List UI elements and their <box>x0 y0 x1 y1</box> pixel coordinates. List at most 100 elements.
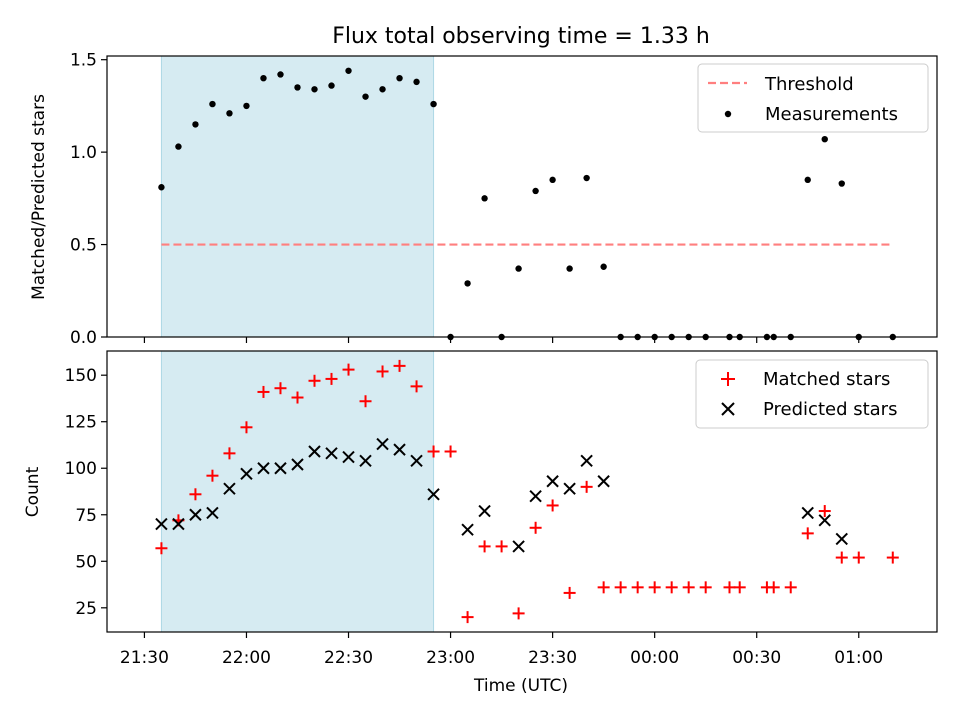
predicted-marker-stroke <box>342 450 355 464</box>
predicted-marker-stroke <box>597 475 610 488</box>
predicted-star-marker <box>172 517 185 531</box>
predicted-marker-stroke <box>410 454 423 468</box>
chart-title: Flux total observing time = 1.33 h <box>332 24 710 49</box>
measurement-point <box>175 143 182 150</box>
measurement-point <box>600 263 607 270</box>
predicted-marker-stroke <box>512 540 525 553</box>
legend-threshold-label: Threshold <box>764 74 854 95</box>
measurement-point <box>260 74 267 82</box>
predicted-star-marker <box>342 450 355 464</box>
predicted-marker-stroke <box>325 447 338 460</box>
measurement-point <box>515 265 522 272</box>
predicted-star-marker <box>461 523 474 536</box>
matched-star-marker <box>274 382 287 395</box>
measurement-point <box>226 110 233 117</box>
matched-star-marker <box>478 540 491 553</box>
ratio-y-tick-label: 0.0 <box>70 328 97 348</box>
matched-star-marker <box>835 551 848 564</box>
matched-star-marker <box>886 551 899 564</box>
matched-star-marker <box>461 611 474 624</box>
predicted-marker-stroke <box>835 532 848 546</box>
ratio-panel-legend: Threshold Measurements <box>697 63 929 133</box>
measurement-point <box>566 265 573 272</box>
measurement-point <box>413 78 420 86</box>
matched-star-marker <box>155 542 168 555</box>
predicted-marker-stroke <box>580 454 593 468</box>
ratio-panel-frame <box>106 55 938 338</box>
matched-star-marker <box>852 551 865 564</box>
count-y-tick-label: 125 <box>65 413 97 433</box>
measurement-point <box>362 93 369 100</box>
matched-star-marker <box>308 374 321 387</box>
matched-star-marker <box>393 359 406 372</box>
predicted-marker-stroke <box>818 514 831 527</box>
count-y-tick-label: 50 <box>75 552 97 572</box>
measurement-point <box>481 195 488 202</box>
predicted-marker-stroke <box>172 517 185 531</box>
measurement-point <box>192 121 199 128</box>
measurement-point <box>379 86 386 93</box>
predicted-marker-stroke <box>308 445 321 458</box>
matched-star-marker <box>257 385 270 398</box>
measurement-point <box>396 74 403 82</box>
ratio-y-tick-label: 0.5 <box>70 236 97 256</box>
x-tick-label: 22:30 <box>324 648 373 668</box>
measurement-point <box>277 71 284 78</box>
predicted-marker-stroke <box>461 523 474 536</box>
x-axis-label: Time (UTC) <box>473 676 568 696</box>
predicted-star-marker <box>155 517 168 531</box>
matched-star-marker <box>529 521 542 534</box>
predicted-star-marker <box>835 532 848 546</box>
time-axis-ticks: 21:30 22:00 22:30 23:00 23:30 00:00 00:30 01:00 <box>120 648 883 668</box>
predicted-star-marker <box>274 462 287 475</box>
matched-star-marker <box>546 499 559 512</box>
count-y-tick-label: 75 <box>75 506 97 526</box>
matched-star-marker <box>784 581 797 594</box>
predicted-marker-stroke <box>189 508 202 521</box>
ratio-panel-y-axis-label: Matched/Predicted stars <box>29 94 49 300</box>
ratio-observing-window-span <box>160 55 435 338</box>
x-tick-label: 00:00 <box>630 648 679 668</box>
ratio-y-tick-label: 1.5 <box>70 51 97 71</box>
legend-measurements-swatch <box>724 110 732 118</box>
ratio-panel-y-ticks: 0.0 0.5 1.0 1.5 <box>70 51 860 348</box>
measurement-point <box>328 82 335 89</box>
predicted-star-marker <box>801 506 814 520</box>
matched-star-marker <box>767 581 780 594</box>
x-tick-label: 23:30 <box>528 648 577 668</box>
measurement-point <box>311 86 318 93</box>
measurement-point <box>549 176 556 184</box>
matched-star-marker <box>818 505 831 518</box>
matched-star-marker <box>427 445 440 458</box>
predicted-marker-stroke <box>240 467 253 481</box>
predicted-marker-stroke <box>427 488 440 501</box>
x-tick-label: 23:00 <box>426 648 475 668</box>
legend-matched-swatch <box>721 372 735 386</box>
predicted-star-marker <box>597 475 610 488</box>
predicted-star-marker <box>376 437 389 451</box>
matched-star-marker <box>444 445 457 458</box>
measurement-point <box>821 135 828 143</box>
count-legend-box <box>695 359 929 429</box>
predicted-marker-stroke <box>529 489 542 503</box>
predicted-marker-stroke <box>206 506 219 520</box>
measurement-point <box>532 187 539 195</box>
matched-star-marker <box>597 581 610 594</box>
matched-star-marker <box>325 372 338 385</box>
matched-star-marker <box>682 581 695 594</box>
ratio-y-tick-label: 1.0 <box>70 143 97 163</box>
x-tick-label: 21:30 <box>120 648 169 668</box>
matched-star-marker <box>614 581 627 594</box>
count-panel: 25 50 75 100 125 150 21:30 22:00 22:30 23:00 23:3… <box>23 350 938 696</box>
predicted-marker-stroke <box>478 504 491 518</box>
predicted-star-marker <box>512 540 525 553</box>
predicted-marker-stroke <box>223 482 236 495</box>
predicted-star-marker <box>325 447 338 460</box>
predicted-star-marker <box>546 475 559 488</box>
matched-star-marker <box>648 581 661 594</box>
matched-star-marker <box>223 447 236 460</box>
measurement-point <box>294 84 301 91</box>
count-y-tick-label: 100 <box>65 459 97 479</box>
